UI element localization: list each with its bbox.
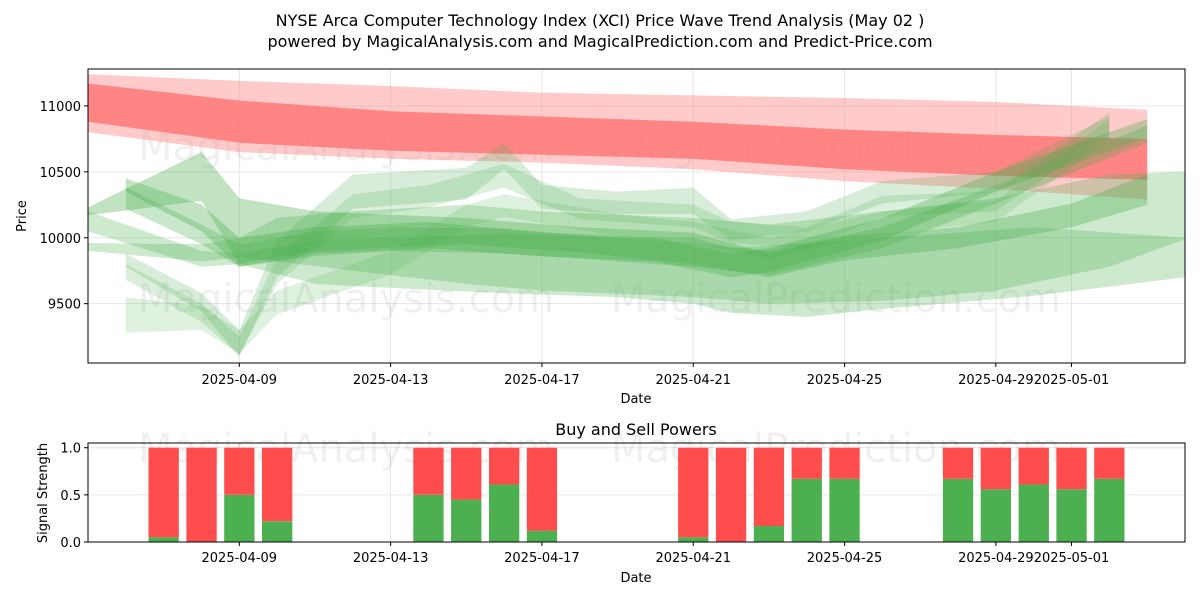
price-bands: [88, 74, 1185, 357]
buy-power-bar: [1094, 478, 1125, 542]
buy-power-bar: [489, 484, 520, 542]
green-wave-band-6: [88, 171, 1185, 304]
signal-plot: Buy and Sell Powers MagicalAnalysis.comM…: [36, 420, 1186, 586]
buy-power-bar: [526, 530, 558, 542]
signal-x-ticks: 2025-04-09 2025-04-13 2025-04-17 2025-04-21…: [202, 542, 1110, 566]
price-plot: MagicalAnalysis.com MagicalPrediction.com…: [15, 68, 1186, 407]
green-wave-band-4: [125, 125, 1148, 275]
buy-power-bar: [451, 499, 482, 542]
chart-subtitle: powered by MagicalAnalysis.com and Magic…: [267, 32, 932, 51]
buy-power-bar: [224, 494, 255, 542]
price-y-tick-label: 10500: [40, 166, 81, 181]
signal-x-tick-label: 2025-04-25: [807, 551, 883, 566]
signal-bars: [148, 447, 1125, 542]
price-x-tick-label: 2025-04-09: [202, 373, 278, 388]
sell-power-bar: [942, 447, 974, 479]
chart-title: NYSE Arca Computer Technology Index (XCI…: [276, 11, 925, 30]
green-wave-band-7: [125, 116, 1110, 357]
signal-y-tick-label: 0.5: [60, 489, 81, 504]
price-x-tick-label: 2025-04-25: [807, 373, 883, 388]
red-wave-band-0: [88, 83, 1148, 180]
watermark-text: MagicalPrediction.com: [611, 276, 1061, 322]
price-x-tick-label: 2025-05-01: [1034, 373, 1110, 388]
sell-power-bar: [526, 447, 558, 531]
sell-power-bar: [224, 447, 255, 495]
signal-y-ticks: 0.0 0.5 1.0: [60, 442, 88, 551]
buy-power-bar: [1056, 489, 1087, 542]
price-y-axis-label: Price: [15, 200, 30, 232]
sell-power-bar: [262, 447, 293, 522]
price-x-tick-label: 2025-04-21: [655, 373, 731, 388]
signal-x-axis-label: Date: [620, 571, 651, 586]
price-y-tick-label: 11000: [40, 100, 81, 115]
signal-title: Buy and Sell Powers: [555, 420, 717, 439]
price-x-ticks: 2025-04-09 2025-04-13 2025-04-17 2025-04-21…: [202, 363, 1110, 388]
green-wave-band-9: [125, 119, 1110, 354]
green-wave-band-3: [125, 119, 1148, 278]
buy-power-bar: [678, 537, 709, 542]
signal-plot-frame: [87, 442, 1186, 543]
red-wave-band-1: [88, 74, 1148, 200]
buy-power-bar: [753, 526, 785, 542]
sell-power-bar: [980, 447, 1011, 490]
sell-power-bar: [1018, 447, 1049, 485]
signal-y-tick-label: 0.0: [60, 536, 81, 551]
buy-power-bar: [791, 478, 822, 542]
sell-power-bar: [1094, 447, 1125, 479]
sell-power-bar: [753, 447, 785, 526]
sell-power-bar: [678, 447, 709, 538]
sell-power-bar: [829, 447, 860, 479]
sell-power-bar: [413, 447, 444, 495]
price-x-tick-label: 2025-04-13: [353, 373, 429, 388]
price-y-ticks: 9500 10000 10500 11000: [40, 100, 88, 313]
signal-x-tick-label: 2025-05-01: [1034, 551, 1110, 566]
sell-power-bar: [148, 447, 179, 538]
signal-x-tick-label: 2025-04-09: [202, 551, 278, 566]
buy-power-bar: [148, 537, 179, 542]
buy-power-bar: [413, 494, 444, 542]
buy-power-bar: [942, 478, 974, 542]
price-x-tick-label: 2025-04-29: [958, 373, 1034, 388]
watermark-text: MagicalAnalysis.com: [138, 276, 554, 322]
sell-power-bar: [715, 447, 747, 542]
green-wave-band-5: [88, 211, 1185, 317]
green-wave-band-8: [125, 112, 1110, 356]
sell-power-bar: [451, 447, 482, 500]
signal-x-tick-label: 2025-04-29: [958, 551, 1034, 566]
price-y-tick-label: 9500: [48, 298, 81, 313]
buy-power-bar: [1018, 484, 1049, 542]
sell-power-bar: [489, 447, 520, 485]
price-x-tick-label: 2025-04-17: [504, 373, 580, 388]
buy-power-bar: [262, 521, 293, 542]
signal-x-tick-label: 2025-04-17: [504, 551, 580, 566]
green-wave-band-2: [88, 152, 1148, 278]
signal-x-tick-label: 2025-04-21: [655, 551, 731, 566]
price-plot-frame: [87, 68, 1186, 364]
sell-power-bar: [1056, 447, 1087, 490]
sell-power-bar: [791, 447, 822, 479]
signal-y-tick-label: 1.0: [60, 442, 81, 457]
buy-power-bar: [829, 478, 860, 542]
price-y-tick-label: 10000: [40, 232, 81, 247]
signal-x-tick-label: 2025-04-13: [353, 551, 429, 566]
buy-power-bar: [980, 489, 1011, 542]
price-x-axis-label: Date: [620, 392, 651, 407]
signal-y-axis-label: Signal Strength: [36, 443, 51, 543]
sell-power-bar: [186, 447, 217, 542]
